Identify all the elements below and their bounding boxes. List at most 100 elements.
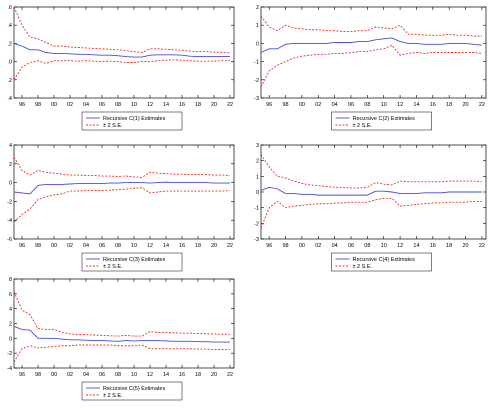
legend: Recursive C(2) Estimates± 2 S.E. <box>331 111 432 131</box>
y-tick-label: -1 <box>254 206 259 212</box>
y-tick-label: -3 <box>254 96 259 102</box>
x-tick-label: 96 <box>266 102 272 108</box>
x-tick-label: 98 <box>35 243 41 249</box>
x-tick-label: 12 <box>397 243 403 249</box>
series-line-se-band <box>13 59 230 81</box>
y-tick-label: 0 <box>9 181 12 187</box>
series-line-estimate <box>13 42 230 58</box>
legend: Recursive C(3) Estimates± 2 S.E. <box>81 252 183 272</box>
x-tick-label: 98 <box>35 102 41 108</box>
x-tick-label: 02 <box>315 243 321 249</box>
x-tick-label: 14 <box>163 102 169 108</box>
x-tick-label: 96 <box>19 102 25 108</box>
series-line-se-band <box>260 154 482 189</box>
y-tick-label: 2 <box>256 159 259 165</box>
series-line-se-band <box>13 187 231 223</box>
x-tick-label: 06 <box>99 102 105 108</box>
x-tick-label: 18 <box>446 102 452 108</box>
y-tick-label: 2 <box>9 162 12 168</box>
x-tick-label: 22 <box>227 372 233 378</box>
y-tick-label: -2 <box>254 78 259 84</box>
x-tick-label: 08 <box>115 102 121 108</box>
legend-frame <box>81 252 183 272</box>
y-tick-label: 4 <box>9 307 12 313</box>
x-tick-label: 00 <box>299 102 305 108</box>
y-tick-label: 6 <box>9 292 12 298</box>
x-tick-label: 00 <box>299 243 305 249</box>
series-line-estimate <box>13 181 230 195</box>
x-tick-label: 96 <box>266 243 272 249</box>
x-tick-label: 18 <box>195 372 201 378</box>
x-tick-label: 10 <box>131 243 137 249</box>
y-tick-label: .6 <box>7 5 12 11</box>
y-tick-label: 0 <box>9 336 12 342</box>
x-tick-label: 18 <box>195 102 201 108</box>
y-tick-label: -6 <box>7 237 12 243</box>
x-tick-label: 14 <box>163 372 169 378</box>
y-tick-label: .2 <box>7 41 12 47</box>
legend-label: ± 2 S.E. <box>103 123 123 129</box>
x-tick-label: 12 <box>147 372 153 378</box>
series-line-se-band <box>13 156 231 178</box>
x-tick-label: 22 <box>479 102 485 108</box>
x-tick-label: 00 <box>51 372 57 378</box>
x-tick-label: 06 <box>348 243 354 249</box>
x-tick-label: 10 <box>131 102 137 108</box>
x-tick-label: 06 <box>99 372 105 378</box>
x-tick-label: 12 <box>397 102 403 108</box>
x-tick-label: 14 <box>413 102 419 108</box>
x-tick-label: 00 <box>51 243 57 249</box>
x-tick-label: 16 <box>179 372 185 378</box>
legend: Recursive C(5) Estimates± 2 S.E. <box>81 381 183 401</box>
x-tick-label: 20 <box>462 102 468 108</box>
x-tick-label: 20 <box>211 102 217 108</box>
legend-label: ± 2 S.E. <box>103 393 123 399</box>
x-tick-label: 22 <box>227 243 233 249</box>
legend-frame <box>81 381 183 401</box>
legend-label: Recursive C(2) Estimates <box>353 116 416 122</box>
x-tick-label: 10 <box>381 102 387 108</box>
legend-label: ± 2 S.E. <box>353 123 373 129</box>
x-tick-label: 18 <box>195 243 201 249</box>
y-tick-label: 1 <box>256 174 259 180</box>
series-line-se-band <box>260 15 482 37</box>
x-tick-label: 22 <box>227 102 233 108</box>
x-tick-label: 96 <box>19 372 25 378</box>
x-tick-label: 08 <box>115 372 121 378</box>
legend-label: Recursive C(4) Estimates <box>353 257 416 263</box>
legend-label: ± 2 S.E. <box>353 264 373 270</box>
series-line-se-band <box>13 6 231 54</box>
legend: Recursive C(1) Estimates± 2 S.E. <box>81 111 183 131</box>
legend: Recursive C(4) Estimates± 2 S.E. <box>331 252 432 272</box>
series-line-se-band <box>13 291 230 337</box>
legend-frame <box>331 252 432 272</box>
x-tick-label: 16 <box>179 243 185 249</box>
x-tick-label: 14 <box>163 243 169 249</box>
y-tick-label: -4 <box>7 218 12 224</box>
x-tick-label: 02 <box>67 102 73 108</box>
x-tick-label: 04 <box>332 102 338 108</box>
y-tick-label: -3 <box>254 237 259 243</box>
x-tick-label: 08 <box>115 243 121 249</box>
series-line-estimate <box>260 37 482 53</box>
plot-frame <box>13 144 235 240</box>
series-line-se-band <box>260 44 482 88</box>
y-tick-label: 0 <box>256 190 259 196</box>
y-tick-label: .2 <box>7 78 12 84</box>
y-tick-label: -4 <box>7 366 12 372</box>
y-tick-label: 8 <box>9 277 12 283</box>
x-tick-label: 02 <box>67 372 73 378</box>
x-tick-label: 22 <box>479 243 485 249</box>
plot-frame <box>13 278 235 369</box>
x-tick-label: 18 <box>446 243 452 249</box>
x-tick-label: 20 <box>211 243 217 249</box>
legend-label: Recursive C(3) Estimates <box>103 257 166 263</box>
x-tick-label: 98 <box>35 372 41 378</box>
y-tick-label: 4 <box>9 143 12 149</box>
x-tick-label: 08 <box>364 102 370 108</box>
x-tick-label: 10 <box>381 243 387 249</box>
series-line-se-band <box>13 344 230 363</box>
x-tick-label: 10 <box>131 372 137 378</box>
